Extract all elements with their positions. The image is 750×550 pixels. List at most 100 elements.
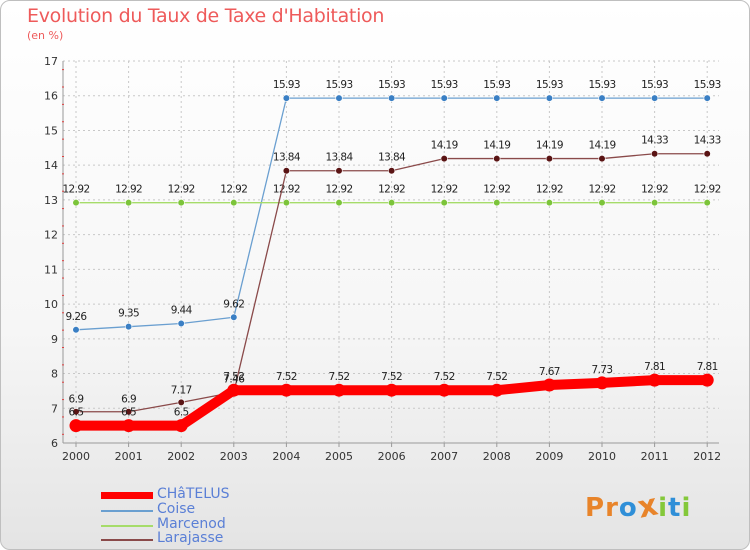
data-point-chatelus bbox=[700, 373, 714, 387]
data-label-chatelus: 7.52 bbox=[434, 371, 455, 383]
x-tick-label: 2001 bbox=[115, 450, 143, 463]
logo-letter: o bbox=[618, 493, 638, 523]
y-tick-label: 11 bbox=[44, 263, 58, 276]
data-label-coise: 15.93 bbox=[694, 79, 721, 91]
data-point-marcenod bbox=[650, 199, 659, 207]
data-label-marcenod: 12.92 bbox=[483, 184, 510, 196]
logo-letter: i bbox=[681, 493, 692, 523]
data-label-larajasse: 7.46 bbox=[223, 373, 245, 385]
data-point-chatelus bbox=[385, 383, 399, 397]
data-point-coise bbox=[703, 94, 711, 102]
data-label-marcenod: 12.92 bbox=[62, 184, 89, 196]
data-point-coise bbox=[388, 94, 396, 102]
x-tick-label: 2012 bbox=[693, 450, 721, 463]
data-point-coise bbox=[545, 94, 554, 102]
data-label-chatelus: 7.52 bbox=[276, 371, 297, 383]
legend-swatch-chatelus bbox=[101, 492, 153, 499]
x-tick-label: 2008 bbox=[483, 450, 511, 463]
data-point-chatelus bbox=[490, 383, 504, 397]
data-label-larajasse: 13.84 bbox=[378, 152, 406, 164]
data-label-larajasse: 14.19 bbox=[431, 140, 458, 152]
data-label-larajasse: 6.9 bbox=[121, 394, 136, 406]
data-label-marcenod: 12.92 bbox=[220, 184, 247, 196]
data-label-larajasse: 14.19 bbox=[483, 140, 510, 152]
data-point-marcenod bbox=[72, 199, 80, 207]
y-tick-label: 8 bbox=[51, 368, 58, 381]
data-label-larajasse: 7.17 bbox=[171, 384, 192, 396]
x-tick-label: 2004 bbox=[272, 450, 300, 463]
legend-swatch-marcenod bbox=[101, 525, 153, 527]
data-point-marcenod bbox=[177, 199, 185, 207]
logo-letter: P bbox=[585, 493, 606, 523]
data-point-coise bbox=[440, 94, 448, 102]
x-tick-label: 2003 bbox=[220, 450, 248, 463]
data-point-chatelus bbox=[437, 383, 451, 397]
data-point-coise bbox=[72, 326, 80, 334]
data-point-chatelus bbox=[174, 419, 188, 433]
y-tick-label: 15 bbox=[44, 124, 58, 137]
x-tick-label: 2011 bbox=[641, 450, 669, 463]
legend-swatch-coise bbox=[101, 510, 153, 512]
x-tick-label: 2000 bbox=[62, 450, 90, 463]
data-point-larajasse bbox=[335, 167, 343, 175]
data-point-marcenod bbox=[388, 199, 396, 207]
data-label-coise: 9.26 bbox=[66, 311, 88, 323]
data-label-coise: 9.35 bbox=[118, 308, 139, 320]
x-tick-label: 2009 bbox=[535, 450, 563, 463]
data-label-coise: 15.93 bbox=[588, 79, 615, 91]
data-label-chatelus: 7.73 bbox=[592, 364, 613, 376]
data-label-coise: 9.62 bbox=[223, 298, 244, 310]
data-point-larajasse bbox=[650, 150, 659, 158]
data-point-marcenod bbox=[230, 199, 238, 207]
chart-title: Evolution du Taux de Taxe d'Habitation bbox=[27, 5, 385, 27]
data-point-larajasse bbox=[177, 398, 185, 406]
data-label-coise: 15.93 bbox=[536, 79, 563, 91]
data-label-chatelus: 7.52 bbox=[381, 371, 402, 383]
data-point-marcenod bbox=[703, 199, 711, 207]
data-point-marcenod bbox=[493, 199, 501, 207]
data-label-larajasse: 13.84 bbox=[273, 152, 301, 164]
data-label-coise: 15.93 bbox=[325, 79, 352, 91]
data-point-larajasse bbox=[545, 154, 554, 163]
data-label-chatelus: 6.5 bbox=[174, 407, 189, 419]
data-label-larajasse: 14.33 bbox=[641, 135, 668, 147]
y-tick-label: 16 bbox=[44, 90, 58, 103]
data-point-chatelus bbox=[595, 376, 609, 390]
data-point-chatelus bbox=[279, 383, 293, 397]
y-axis-unit-label: (en %) bbox=[27, 29, 64, 42]
data-point-larajasse bbox=[72, 408, 80, 416]
data-point-coise bbox=[124, 323, 133, 331]
data-point-marcenod bbox=[335, 199, 343, 207]
legend-swatch-larajasse bbox=[101, 539, 153, 541]
data-label-chatelus: 6.5 bbox=[69, 407, 84, 419]
data-point-coise bbox=[177, 319, 185, 328]
y-tick-label: 13 bbox=[44, 194, 58, 207]
data-label-chatelus: 7.81 bbox=[644, 361, 665, 373]
data-label-marcenod: 12.92 bbox=[168, 184, 195, 196]
data-label-marcenod: 12.92 bbox=[115, 184, 142, 196]
legend-label-coise: Coise bbox=[157, 501, 196, 517]
y-tick-label: 9 bbox=[51, 333, 58, 346]
y-tick-label: 7 bbox=[51, 402, 58, 415]
data-point-coise bbox=[650, 94, 659, 102]
legend-label-larajasse: Larajasse bbox=[157, 530, 224, 546]
logo-letter: t bbox=[668, 493, 682, 523]
data-point-larajasse bbox=[388, 167, 396, 175]
data-label-chatelus: 7.52 bbox=[329, 371, 350, 383]
data-point-larajasse bbox=[598, 154, 606, 163]
data-label-marcenod: 12.92 bbox=[641, 184, 668, 196]
data-label-larajasse: 6.9 bbox=[69, 394, 84, 406]
x-tick-label: 2010 bbox=[588, 450, 616, 463]
data-label-coise: 15.93 bbox=[378, 79, 405, 91]
data-point-chatelus bbox=[69, 419, 83, 433]
data-point-larajasse bbox=[124, 408, 133, 416]
data-point-coise bbox=[493, 94, 501, 102]
data-label-larajasse: 14.19 bbox=[588, 140, 615, 152]
data-point-larajasse bbox=[493, 154, 501, 163]
data-point-marcenod bbox=[282, 199, 291, 207]
data-point-marcenod bbox=[124, 199, 133, 207]
data-label-larajasse: 14.19 bbox=[536, 140, 563, 152]
y-tick-label: 10 bbox=[44, 298, 58, 311]
data-point-coise bbox=[598, 94, 606, 102]
